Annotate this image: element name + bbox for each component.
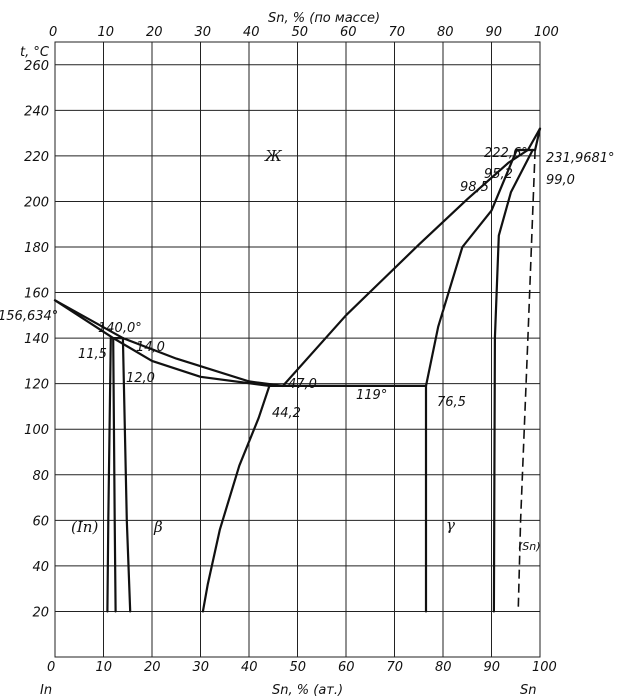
x-tick-bottom: 10 — [96, 660, 113, 675]
boundary-gamma-right — [492, 148, 534, 613]
x-tick-bottom: 70 — [387, 660, 404, 675]
y-tick-label: 160 — [24, 287, 49, 302]
grid: 0 0 10 10 20 20 30 30 40 40 50 50 60 60 70 70 80 80 90 90 10… — [24, 25, 559, 675]
y-axis-title: t, °C — [20, 45, 50, 60]
phase-in-label: (In) — [71, 518, 98, 536]
y-tick-label: 140 — [24, 332, 49, 347]
boundary-beta-solvus-right — [121, 337, 132, 613]
x-tick-top: 0 — [49, 25, 57, 40]
bottom-axis-title: Sn, % (ат.) — [272, 683, 343, 698]
in-melting-point-label: 156,634° — [0, 309, 58, 324]
x-tick-bottom: 0 — [47, 660, 55, 675]
phase-liquid-label: Ж — [264, 147, 283, 165]
x-tick-bottom: 20 — [144, 660, 161, 675]
x-tick-bottom: 40 — [241, 660, 258, 675]
composition-95-2-label: 95,2 — [484, 167, 513, 182]
phase-gamma-label: γ — [446, 516, 455, 534]
boundary-beta-gamma-boundary — [201, 384, 271, 613]
composition-76-5-label: 76,5 — [437, 395, 466, 410]
x-tick-bottom: 30 — [193, 660, 210, 675]
boundary-liquidus-in — [53, 299, 284, 387]
y-tick-label: 180 — [24, 241, 49, 256]
y-tick-label: 80 — [32, 469, 49, 484]
x-tick-top: 60 — [340, 25, 357, 40]
boundary-sn-solidus — [534, 127, 542, 152]
x-tick-top: 50 — [292, 25, 309, 40]
y-tick-label: 260 — [24, 59, 49, 74]
composition-12-0-label: 12,0 — [126, 371, 155, 386]
peritectic-140-label: 140,0° — [98, 321, 142, 336]
phase-sn-label: (Sn) — [518, 540, 541, 553]
boundary-gamma-upper — [424, 148, 518, 387]
x-tick-bottom: 60 — [338, 660, 355, 675]
y-tick-label: 220 — [24, 150, 49, 165]
y-tick-label: 120 — [24, 378, 49, 393]
x-tick-top: 80 — [437, 25, 454, 40]
element-sn-label: Sn — [520, 683, 537, 698]
eutectic-47-label: 47,0 — [288, 377, 317, 392]
x-tick-bottom: 50 — [290, 660, 307, 675]
top-axis-title: Sn, % (по массе) — [268, 11, 380, 26]
x-tick-top: 70 — [389, 25, 406, 40]
boundary-beta-solvus-left — [112, 337, 117, 613]
eutectic-44-label: 44,2 — [272, 406, 301, 421]
eutectic-119-label: 119° — [356, 388, 387, 403]
x-tick-top: 90 — [486, 25, 503, 40]
y-tick-label: 40 — [32, 560, 49, 575]
x-tick-bottom: 90 — [484, 660, 501, 675]
peritectic-222-label: 222,6° — [484, 146, 528, 161]
x-tick-bottom: 80 — [435, 660, 452, 675]
sn-melting-point-label: 231,9681° — [546, 151, 615, 166]
x-tick-top: 30 — [195, 25, 212, 40]
composition-14-0-label: 14,0 — [136, 340, 165, 355]
element-in-label: In — [40, 683, 52, 698]
composition-11-5-label: 11,5 — [78, 347, 107, 362]
boundary-in-solvus — [106, 337, 112, 613]
composition-99-0-label: 99,0 — [546, 173, 575, 188]
x-tick-top: 100 — [534, 25, 559, 40]
boundary-solidus-beta — [53, 299, 271, 387]
y-tick-label: 60 — [32, 514, 49, 529]
phase-beta-label: β — [153, 518, 163, 536]
x-tick-top: 10 — [98, 25, 115, 40]
y-tick-label: 240 — [24, 104, 49, 119]
x-tick-bottom: 100 — [532, 660, 557, 675]
phase-boundaries — [53, 127, 542, 613]
y-tick-label: 200 — [24, 195, 49, 210]
x-tick-top: 20 — [146, 25, 163, 40]
x-tick-top: 40 — [243, 25, 260, 40]
y-tick-label: 100 — [24, 423, 49, 438]
composition-98-5-label: 98,5 — [460, 180, 489, 195]
y-tick-label: 20 — [32, 605, 49, 620]
